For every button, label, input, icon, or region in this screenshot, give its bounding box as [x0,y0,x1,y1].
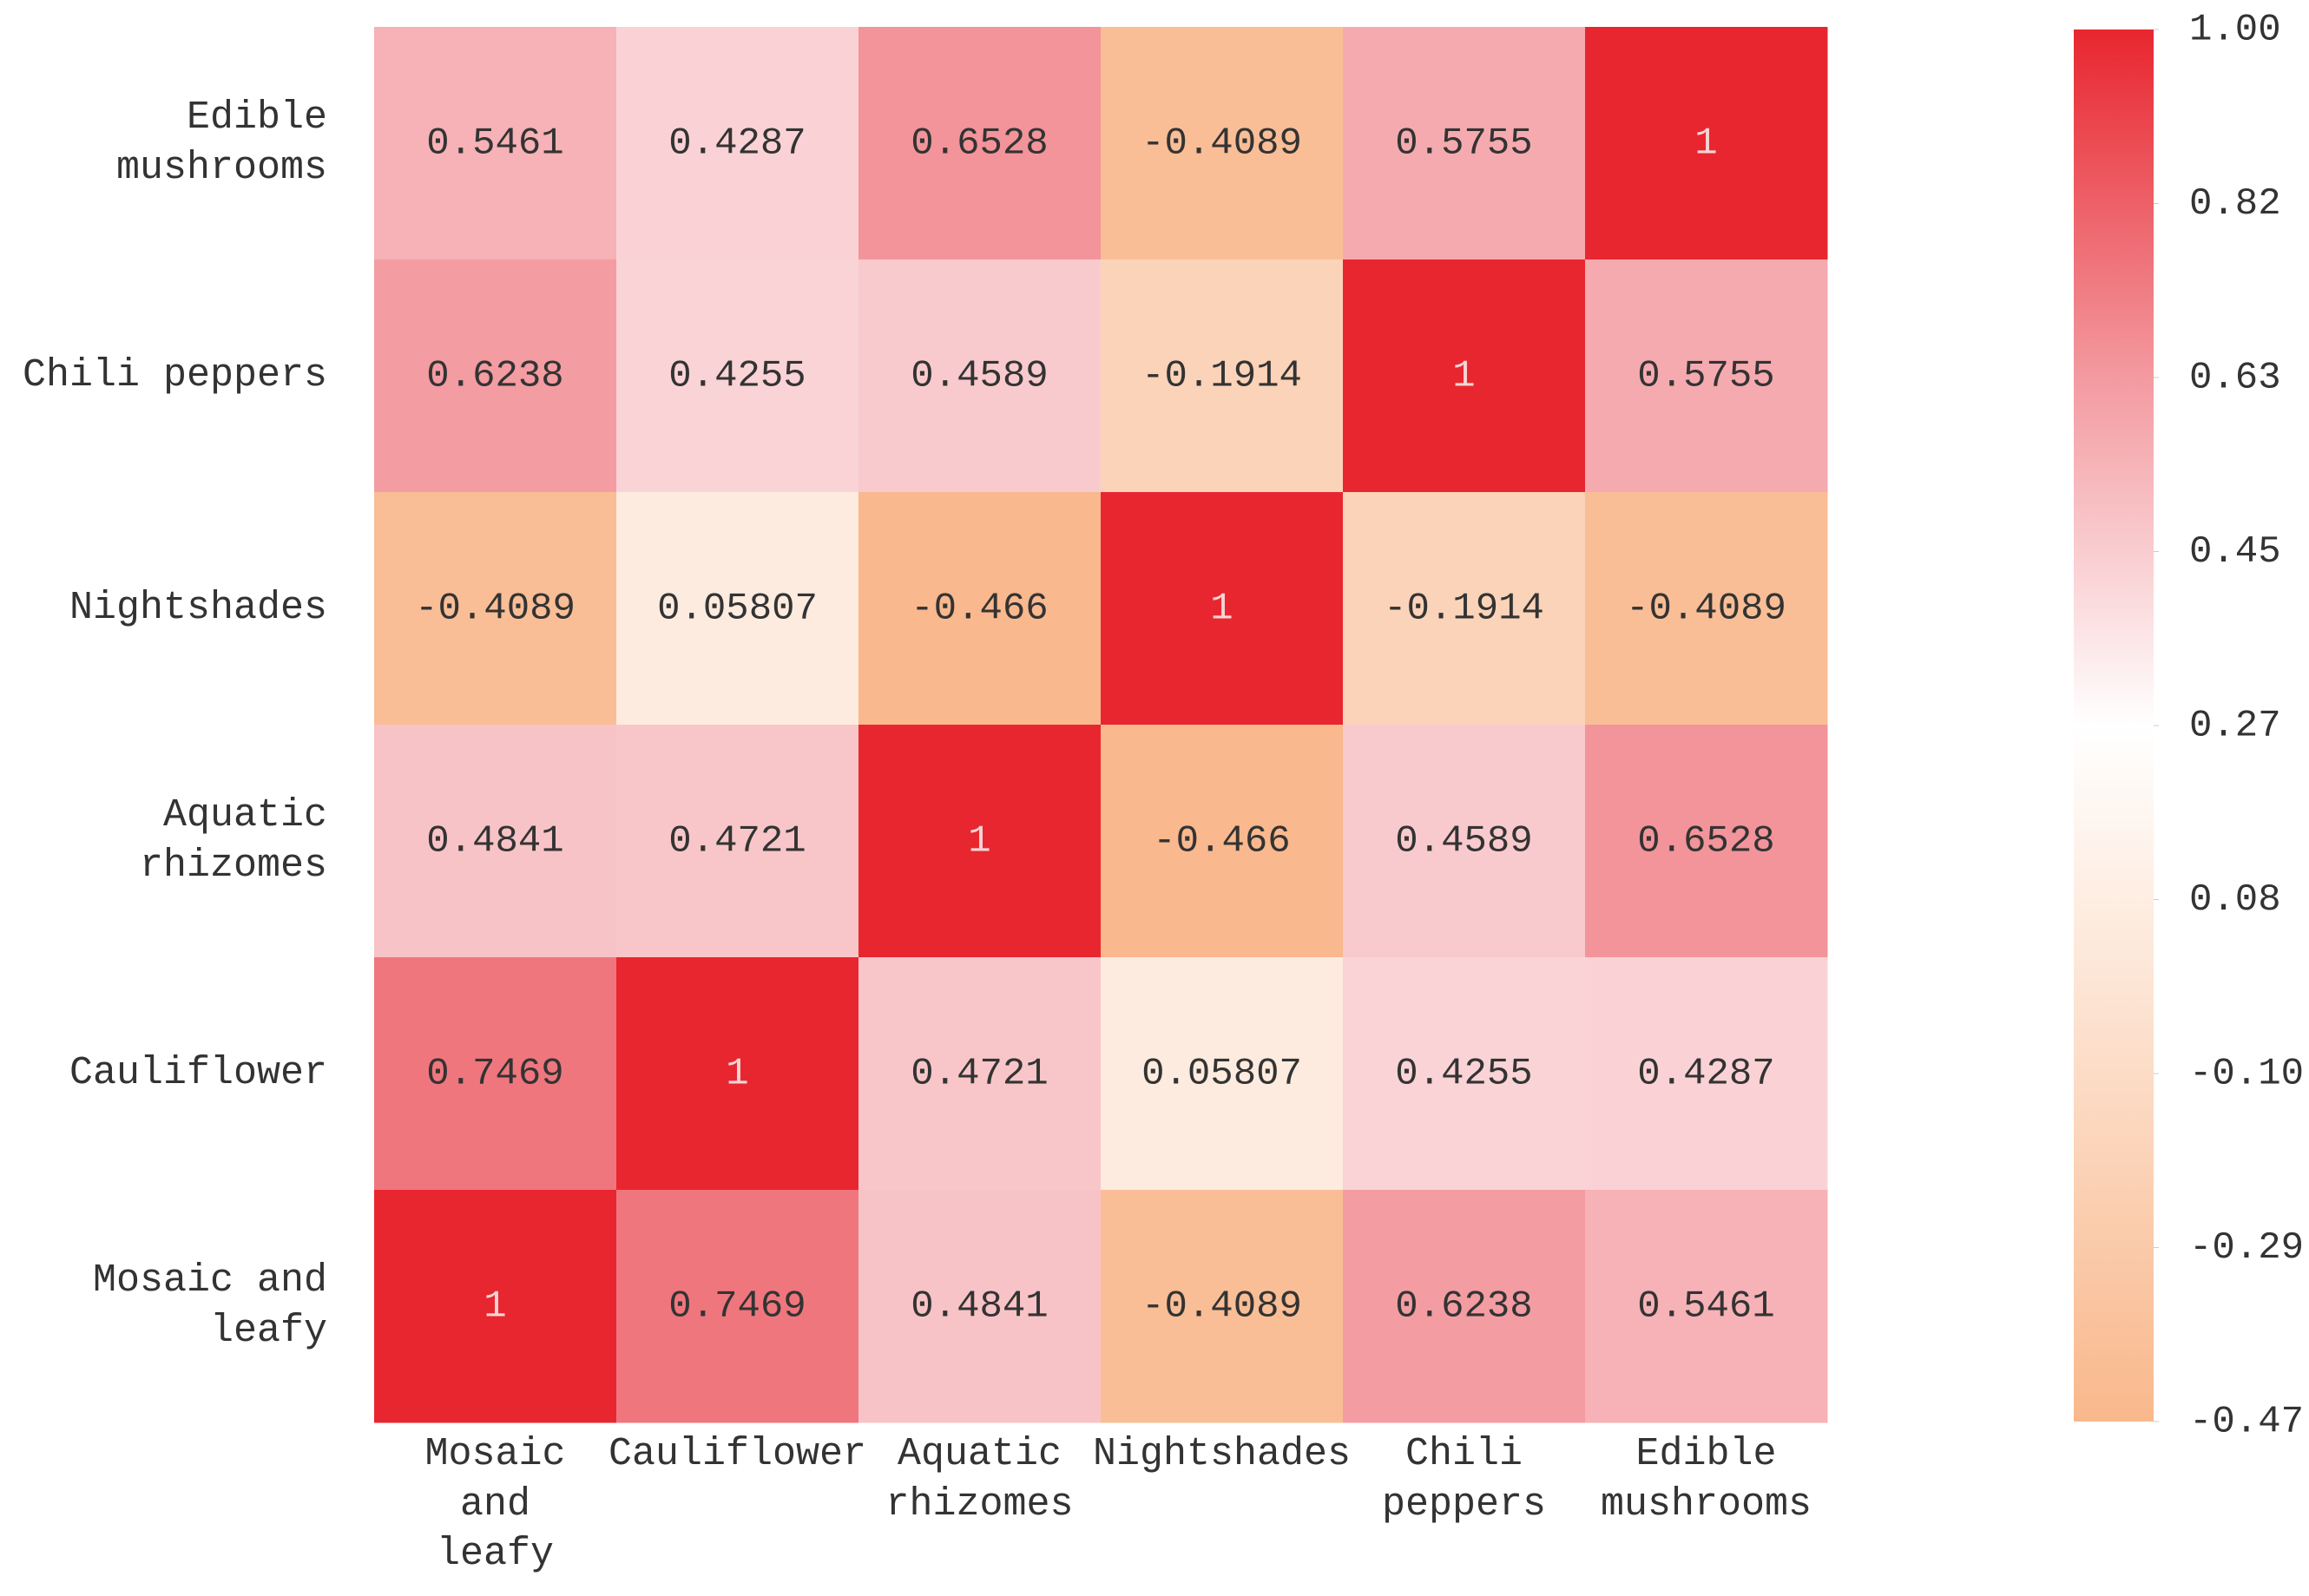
heatmap-cell [1101,1190,1344,1423]
cell-label: 0.6528 [1637,820,1774,864]
cell-label: -0.466 [1153,820,1290,864]
cell-label: 0.6238 [1395,1285,1532,1329]
cell-label: 0.7469 [668,1285,806,1329]
y-tick-label: Aquatic rhizomes [139,793,327,888]
x-tick-label: Mosaic and leafy [424,1432,566,1577]
cell-label: -0.1914 [1384,588,1544,631]
cell-label: 0.5461 [426,122,563,166]
heatmap-cell [858,259,1102,493]
colorbar-tick-label: 1.00 [2189,9,2281,52]
cell-label: 1 [1694,122,1717,166]
heatmap-cell [616,259,859,493]
cell-label: 0.5461 [1637,1285,1774,1329]
heatmap-cell [1343,725,1586,958]
cell-label: 0.05807 [1141,1053,1302,1096]
cell-label: 0.4841 [911,1285,1048,1329]
cell-label: -0.4089 [1141,1285,1302,1329]
x-tick-label: Aquatic rhizomes [885,1432,1074,1527]
heatmap-cell [1585,27,1828,260]
cell-label: -0.466 [911,588,1048,631]
heatmap-cell [616,725,859,958]
heatmap-cell [1585,259,1828,493]
heatmap-cell [616,957,859,1191]
heatmap-cell [1343,957,1586,1191]
heatmap-cell [374,957,617,1191]
heatmap-cell [1343,27,1586,260]
heatmap-cell [1343,492,1586,726]
heatmap-cell [616,1190,859,1423]
colorbar-tick-label: 0.45 [2189,530,2281,574]
colorbar-tick-label: 0.08 [2189,878,2281,922]
cell-label: 1 [968,820,990,864]
cell-label: 0.6528 [911,122,1048,166]
cell-label: 0.4255 [668,355,806,398]
cell-label: 1 [1210,588,1233,631]
colorbar-tick-label: 0.63 [2189,357,2281,400]
colorbar-tick-label: 0.82 [2189,182,2281,226]
heatmap-cell [858,492,1102,726]
cell-label: 0.05807 [657,588,818,631]
cell-label: 1 [484,1285,506,1329]
cell-label: 0.4721 [668,820,806,864]
cell-label: 0.5755 [1637,355,1774,398]
cell-label: 0.7469 [426,1053,563,1096]
y-tick-label: Mosaic and leafy [92,1258,327,1353]
x-tick-label: Nightshades [1092,1432,1352,1476]
y-tick-label: Edible mushrooms [115,95,327,190]
heatmap-cell [1585,1190,1828,1423]
heatmap-cell [616,492,859,726]
colorbar-tick-label: 0.27 [2189,705,2281,748]
colorbar [2074,30,2154,1422]
heatmap-cell [1101,492,1344,726]
heatmap-cell [374,1190,617,1423]
cell-label: 0.4589 [911,355,1048,398]
heatmap-cell [374,725,617,958]
cell-label: 0.4721 [911,1053,1048,1096]
y-tick-label: Nightshades [69,586,327,631]
cell-label: 0.4589 [1395,820,1532,864]
heatmap-cell [858,957,1102,1191]
x-tick-label: Cauliflower [608,1432,867,1476]
heatmap-cell [1343,1190,1586,1423]
heatmap-cell [1585,725,1828,958]
cell-label: 1 [1452,355,1475,398]
cell-label: 0.4287 [668,122,806,166]
heatmap-cell [374,27,617,260]
cell-label: -0.1914 [1141,355,1302,398]
colorbar-tick-label: -0.29 [2189,1226,2304,1270]
colorbar-tick-label: -0.10 [2189,1053,2304,1096]
heatmap-cell [858,27,1102,260]
heatmap-cell [858,1190,1102,1423]
heatmap-cell [1585,957,1828,1191]
cell-label: 1 [726,1053,748,1096]
cell-label: -0.4089 [1141,122,1302,166]
colorbar-tick-label: -0.47 [2189,1401,2304,1444]
y-tick-label: Cauliflower [69,1051,327,1096]
heatmap-cell [616,27,859,260]
cell-label: 0.5755 [1395,122,1532,166]
x-tick-label: Chili peppers [1381,1432,1547,1527]
cell-label: 0.4255 [1395,1053,1532,1096]
heatmap-cell [374,492,617,726]
heatmap-cell [374,259,617,493]
y-tick-label: Chili peppers [22,353,327,398]
cell-label: 0.4287 [1637,1053,1774,1096]
heatmap-cell [858,725,1102,958]
heatmap-cell [1101,957,1344,1191]
heatmap-cell [1343,259,1586,493]
cell-label: -0.4089 [415,588,576,631]
heatmap-cell [1585,492,1828,726]
cell-label: -0.4089 [1626,588,1786,631]
x-tick-label: Edible mushrooms [1600,1432,1812,1527]
heatmap-cell [1101,27,1344,260]
cell-label: 0.4841 [426,820,563,864]
heatmap-cell [1101,259,1344,493]
heatmap-cell [1101,725,1344,958]
cell-label: 0.6238 [426,355,563,398]
